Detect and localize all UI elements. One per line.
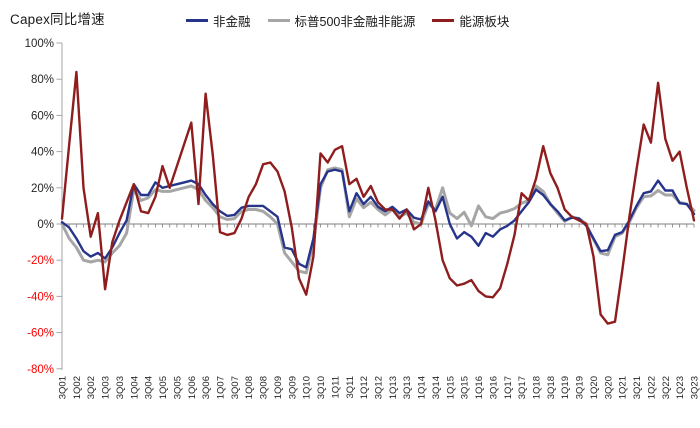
x-tick-label: 3Q01 <box>58 376 69 399</box>
x-tick-label: 1Q16 <box>474 376 485 399</box>
x-tick-label: 3Q07 <box>230 376 241 399</box>
x-tick-label: 1Q17 <box>503 376 514 399</box>
legend-item-nonfinancial: 非金融 <box>186 11 251 30</box>
x-tick-label: 3Q16 <box>488 376 499 399</box>
x-tick-label: 1Q02 <box>72 376 83 399</box>
x-tick-label: 3Q17 <box>517 376 528 399</box>
line-swatch-icon <box>186 19 208 22</box>
legend-label: 标普500非金融非能源 <box>294 15 416 29</box>
x-tick-label: 3Q18 <box>546 376 557 399</box>
x-tick-label: 3Q19 <box>575 376 586 399</box>
x-tick-label: 1Q19 <box>560 376 571 399</box>
x-tick-label: 3Q21 <box>632 376 643 399</box>
x-tick-label: 3Q20 <box>603 376 614 399</box>
y-tick-label: 40% <box>31 147 54 159</box>
legend-item-sp500-ex-fin-energy: 标普500非金融非能源 <box>267 11 416 30</box>
x-tick-label: 1Q21 <box>618 376 629 399</box>
x-tick-label: 1Q18 <box>532 376 543 399</box>
x-tick-label: 1Q15 <box>445 376 456 399</box>
x-tick-label: 3Q13 <box>402 376 413 399</box>
x-tick-label: 3Q06 <box>201 376 212 399</box>
x-tick-label: 1Q13 <box>388 376 399 399</box>
x-tick-label: 3Q15 <box>460 376 471 399</box>
x-tick-label: 1Q11 <box>330 376 341 399</box>
legend-item-energy: 能源板块 <box>432 11 509 30</box>
x-axis-labels: 3Q01 1Q02 3Q02 1Q03 3Q03 1Q04 3Q04 1Q05 3Q05 1Q06… <box>58 376 700 399</box>
x-tick-label: 1Q14 <box>417 376 428 399</box>
x-tick-label: 1Q22 <box>646 376 657 399</box>
y-tick-label: -40% <box>27 291 54 303</box>
y-tick-label: -20% <box>27 255 54 267</box>
x-tick-label: 1Q20 <box>589 376 600 399</box>
y-tick-label: 80% <box>31 74 54 86</box>
x-tick-label: 3Q11 <box>345 376 356 399</box>
y-axis: 100% 80% 60% 40% 20% 0% -20% -40% -60% -80% <box>25 38 63 376</box>
x-tick-label: 3Q22 <box>661 376 672 399</box>
y-tick-label: 20% <box>31 183 54 195</box>
x-tick-label: 3Q02 <box>86 376 97 399</box>
x-tick-label: 3Q08 <box>259 376 270 399</box>
y-tick-label: 100% <box>25 38 54 50</box>
x-tick-label: 1Q23 <box>675 376 686 399</box>
line-energy-sector <box>60 70 696 325</box>
x-tick-label: 3Q10 <box>316 376 327 399</box>
chart-legend: 非金融 标普500非金融非能源 能源板块 <box>186 11 509 30</box>
x-tick-label: 1Q12 <box>359 376 370 399</box>
legend-label: 能源板块 <box>459 15 510 29</box>
y-tick-label: 0% <box>37 219 54 231</box>
chart-title: Capex同比增速 <box>10 12 105 27</box>
x-tick-label: 1Q03 <box>101 376 112 399</box>
x-tick-label: 3Q05 <box>172 376 183 399</box>
x-tick-label: 1Q04 <box>129 376 140 399</box>
x-tick-label: 3Q12 <box>374 376 385 399</box>
line-swatch-icon <box>432 19 455 22</box>
x-tick-label: 1Q06 <box>187 376 198 399</box>
x-tick-label: 3Q03 <box>115 376 126 399</box>
y-tick-label: -80% <box>27 364 54 376</box>
legend-label: 非金融 <box>213 15 251 29</box>
x-tick-label: 3Q04 <box>144 376 155 399</box>
x-tick-label: 1Q07 <box>216 376 227 399</box>
x-tick-label: 1Q09 <box>273 376 284 399</box>
x-tick-label: 3Q14 <box>431 376 442 399</box>
y-tick-label: 60% <box>31 110 54 122</box>
x-tick-label: 3Q09 <box>287 376 298 399</box>
x-tick-label: 3Q23 <box>690 376 700 399</box>
zero-axis <box>61 223 695 228</box>
x-tick-label: 1Q10 <box>302 376 313 399</box>
line-swatch-icon <box>267 19 290 22</box>
y-tick-label: -60% <box>27 328 54 340</box>
x-tick-label: 1Q05 <box>158 376 169 399</box>
x-tick-label: 1Q08 <box>244 376 255 399</box>
